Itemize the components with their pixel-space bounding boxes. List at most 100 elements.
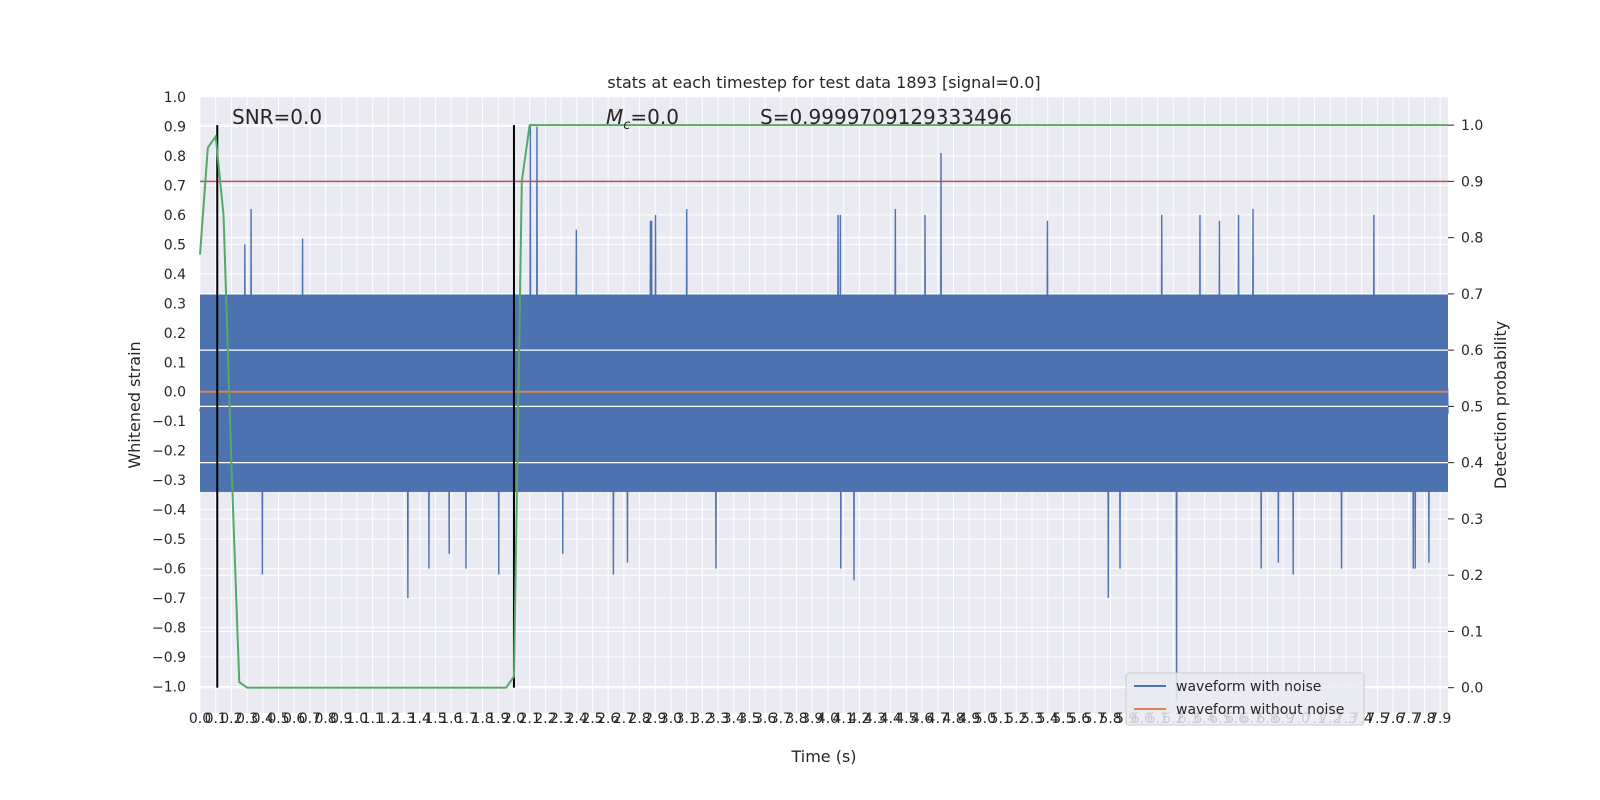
x-tick-label: 0.9	[330, 711, 352, 727]
y-axis-label: Whitened strain	[125, 341, 144, 468]
chart-title: stats at each timestep for test data 189…	[607, 73, 1040, 92]
y-tick-label: −0.8	[152, 621, 186, 637]
y-tick-label: −0.1	[152, 414, 186, 430]
y-tick-label: −0.4	[152, 503, 186, 519]
x-tick-label: 1.0	[346, 711, 368, 727]
x-tick-label: 5.4	[1037, 711, 1059, 727]
x-tick-label: 4.8	[942, 711, 964, 727]
x-tick-label: 0.5	[267, 711, 289, 727]
x-tick-label: 2.7	[613, 711, 635, 727]
x-tick-label: 3.9	[801, 711, 823, 727]
y-right-tick-label: 0.7	[1461, 287, 1483, 303]
x-tick-label: 1.7	[456, 711, 478, 727]
x-tick-label: 2.4	[566, 711, 588, 727]
x-tick-label: 1.9	[487, 711, 509, 727]
x-tick-label: 4.4	[880, 711, 902, 727]
y-tick-label: 0.7	[164, 178, 186, 194]
waveform-with-noise-core	[200, 294, 1448, 492]
x-tick-label: 2.1	[519, 711, 541, 727]
legend-label-clean: waveform without noise	[1176, 702, 1344, 718]
y-tick-label: −0.9	[152, 650, 186, 666]
x-tick-label: 7.7	[1398, 711, 1420, 727]
x-tick-label: 7.8	[1413, 711, 1435, 727]
x-tick-label: 3.8	[785, 711, 807, 727]
x-tick-label: 0.7	[299, 711, 321, 727]
x-tick-label: 1.4	[409, 711, 431, 727]
y-right-tick-label: 0.1	[1461, 624, 1483, 640]
x-tick-label: 1.3	[393, 711, 415, 727]
chirp-mass-annotation: Mc=0.0	[606, 105, 679, 133]
x-tick-label: 1.8	[471, 711, 493, 727]
overlay-lines	[199, 124, 1448, 689]
y-right-tick-label: 0.4	[1461, 456, 1483, 472]
x-tick-label: 1.6	[440, 711, 462, 727]
x-axis-label: Time (s)	[790, 747, 856, 766]
y-tick-label: 0.6	[164, 208, 186, 224]
x-tick-label: 4.0	[817, 711, 839, 727]
x-tick-label: 3.2	[691, 711, 713, 727]
y-tick-label: −1.0	[152, 679, 186, 695]
x-tick-label: 3.5	[738, 711, 760, 727]
x-tick-label: 5.7	[1084, 711, 1106, 727]
y-tick-label: 1.0	[164, 90, 186, 106]
x-tick-label: 0.3	[236, 711, 258, 727]
y-tick-label: 0.3	[164, 296, 186, 312]
y-tick-label: 0.8	[164, 149, 186, 165]
x-tick-label: 0.8	[314, 711, 336, 727]
x-tick-label: 7.6	[1382, 711, 1404, 727]
y-right-tick-label: 0.8	[1461, 231, 1483, 247]
y-tick-label: −0.7	[152, 591, 186, 607]
x-tick-label: 4.1	[832, 711, 854, 727]
x-tick-label: 4.2	[848, 711, 870, 727]
x-tick-label: 5.3	[1021, 711, 1043, 727]
x-tick-label: 3.4	[723, 711, 745, 727]
x-tick-label: 2.0	[503, 711, 525, 727]
y-right-tick-label: 0.0	[1461, 681, 1483, 697]
y-axis-right-label: Detection probability	[1491, 321, 1510, 489]
x-tick-label: 5.6	[1068, 711, 1090, 727]
x-tick-label: 5.0	[974, 711, 996, 727]
x-tick-label: 5.1	[989, 711, 1011, 727]
x-tick-label: 2.8	[628, 711, 650, 727]
y-tick-label: 0.2	[164, 326, 186, 342]
x-tick-label: 2.9	[644, 711, 666, 727]
detection-probability-line	[199, 124, 1448, 689]
y-tick-label: −0.2	[152, 444, 186, 460]
x-tick-label: 2.6	[597, 711, 619, 727]
significance-annotation: S=0.9999709129333496	[760, 105, 1012, 129]
y-tick-label: 0.4	[164, 267, 186, 283]
x-tick-label: 3.3	[707, 711, 729, 727]
legend-label-noise: waveform with noise	[1176, 679, 1321, 695]
y-right-tick-label: 0.3	[1461, 512, 1483, 528]
y-tick-label: 0.5	[164, 237, 186, 253]
x-tick-label: 0.0	[189, 711, 211, 727]
x-tick-label: 1.2	[377, 711, 399, 727]
x-tick-label: 5.8	[1099, 711, 1121, 727]
x-tick-label: 4.9	[958, 711, 980, 727]
x-tick-label: 2.5	[581, 711, 603, 727]
x-tick-label: 0.1	[205, 711, 227, 727]
x-tick-label: 3.1	[676, 711, 698, 727]
waveform-with-noise-series	[199, 126, 1449, 702]
legend-box	[1125, 672, 1365, 726]
y-right-tick-label: 0.2	[1461, 568, 1483, 584]
x-tick-label: 3.6	[754, 711, 776, 727]
y-right-tick-label: 0.9	[1461, 174, 1483, 190]
y-right-tick-label: 1.0	[1461, 118, 1483, 134]
x-tick-label: 4.7	[927, 711, 949, 727]
y-right-tick-label: 0.5	[1461, 399, 1483, 415]
y-right-tick-label: 0.6	[1461, 343, 1483, 359]
x-tick-label: 5.2	[1005, 711, 1027, 727]
y-tick-label: 0.0	[164, 385, 186, 401]
x-tick-label: 4.3	[864, 711, 886, 727]
x-tick-label: 0.2	[220, 711, 242, 727]
x-tick-label: 2.3	[550, 711, 572, 727]
legend: waveform with noise waveform without noi…	[1125, 672, 1365, 726]
snr-annotation: SNR=0.0	[232, 105, 322, 129]
x-tick-label: 0.4	[252, 711, 274, 727]
x-tick-label: 1.5	[424, 711, 446, 727]
x-tick-label: 3.7	[770, 711, 792, 727]
x-tick-label: 4.6	[911, 711, 933, 727]
x-tick-label: 3.0	[660, 711, 682, 727]
